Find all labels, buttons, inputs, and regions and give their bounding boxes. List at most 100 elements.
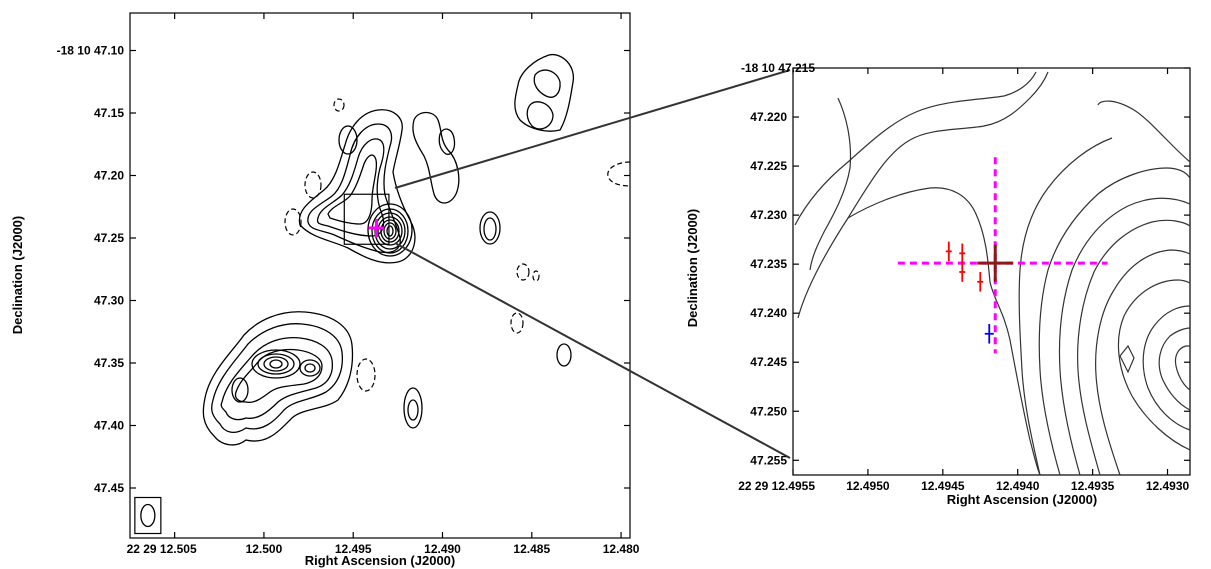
right-contours: [794, 71, 1191, 476]
contour: [847, 187, 1041, 476]
negative-contour: [516, 263, 530, 281]
contour: [1058, 197, 1191, 476]
y-tick-label: 47.250: [750, 404, 787, 418]
contour: [374, 212, 406, 250]
contour: [438, 128, 456, 155]
left-y-axis-title: Declination (J2000): [10, 216, 25, 335]
left-plot-frame: [129, 12, 631, 539]
contour: [483, 217, 497, 241]
right-y-axis-title: Declination (J2000): [685, 209, 700, 328]
contour: [383, 222, 397, 240]
contour: [479, 211, 501, 245]
contour: [316, 138, 385, 237]
right-dashed-lines: [897, 157, 1108, 354]
contour: [403, 387, 423, 429]
right-ticks: [792, 67, 1190, 475]
y-tick-label: 47.240: [750, 306, 787, 320]
x-tick-label: 12.4935: [1071, 479, 1115, 493]
x-tick-label: 12.485: [513, 542, 550, 556]
contour: [809, 97, 852, 271]
contour: [367, 203, 413, 257]
left-markers: [368, 219, 385, 237]
contour: [298, 109, 416, 264]
y-tick-label: 47.45: [94, 481, 124, 495]
x-tick-label: 12.4940: [996, 479, 1040, 493]
y-tick-label: 47.230: [750, 208, 787, 222]
contour: [556, 343, 572, 367]
contour: [526, 101, 554, 130]
y-tick-label: 47.40: [94, 419, 124, 433]
x-tick-label: 12.4950: [846, 479, 890, 493]
beam-ellipse: [140, 503, 156, 528]
right-markers: [945, 241, 1014, 344]
negative-contour: [607, 161, 631, 187]
contour: [377, 216, 403, 246]
contour: [1095, 249, 1191, 476]
contour: [797, 71, 1049, 319]
negative-contour: [356, 358, 376, 392]
negative-contour: [284, 208, 302, 236]
contour: [220, 336, 334, 421]
y-tick-label: -18 10 47.10: [57, 44, 125, 58]
contour: [327, 154, 378, 225]
right-x-tick-labels: 22 29 12.4955 12.4950 12.4945 12.4940 12.493…: [738, 479, 1189, 493]
y-tick-label: 47.25: [94, 231, 124, 245]
contour: [371, 208, 409, 254]
x-tick-label: 12.4945: [921, 479, 965, 493]
y-tick-label: 47.20: [94, 169, 124, 183]
contour: [338, 125, 358, 155]
left-x-axis-title: Right Ascension (J2000): [305, 553, 456, 568]
x-tick-label: 22 29 12.505: [127, 542, 197, 556]
x-tick-label: 12.490: [424, 542, 461, 556]
negative-contour: [510, 312, 524, 334]
contour: [1158, 327, 1191, 411]
right-panel: 22 29 12.4955 12.4950 12.4945 12.4940 12.493…: [685, 61, 1191, 507]
y-tick-label: 47.245: [750, 355, 787, 369]
contour: [412, 111, 460, 204]
left-x-tick-labels: 22 29 12.505 12.500 12.495 12.490 12.485 12.4…: [127, 542, 640, 556]
contour: [407, 399, 419, 421]
y-tick-label: 47.30: [94, 294, 124, 308]
contour: [1119, 344, 1135, 374]
right-y-tick-labels: -18 10 47.215 47.220 47.225 47.230 47.235 47.…: [741, 61, 815, 467]
contour: [263, 356, 289, 372]
negative-contour: [532, 270, 540, 282]
contour: [1174, 345, 1191, 391]
y-tick-label: 47.220: [750, 110, 787, 124]
y-tick-label: 47.255: [750, 453, 787, 467]
contour: [211, 323, 344, 434]
left-contours: [202, 53, 631, 446]
x-tick-label: 12.480: [603, 542, 640, 556]
contour: [299, 359, 321, 377]
right-plot-frame: [792, 67, 1191, 476]
left-panel: 22 29 12.505 12.500 12.495 12.490 12.485 12.4…: [10, 12, 640, 568]
contour: [1077, 219, 1191, 476]
contour: [257, 353, 295, 375]
contour: [794, 71, 1037, 226]
contour: [514, 53, 575, 132]
zoom-connector-bottom: [394, 242, 791, 459]
contour: [380, 219, 400, 243]
x-tick-label: 22 29 12.4955: [738, 479, 815, 493]
contour: [1117, 279, 1191, 451]
left-y-tick-labels: -18 10 47.10 47.15 47.20 47.25 47.30 47.35 47.…: [57, 44, 125, 496]
y-tick-label: 47.15: [94, 106, 124, 120]
contour: [1018, 137, 1113, 476]
beam-box: [134, 496, 162, 535]
y-tick-label: -18 10 47.215: [741, 61, 815, 75]
contour: [251, 349, 301, 379]
contour: [269, 359, 283, 369]
contour: [1142, 305, 1191, 431]
negative-contour: [304, 171, 322, 199]
y-tick-label: 47.235: [750, 257, 787, 271]
x-tick-label: 12.495: [335, 542, 372, 556]
x-tick-label: 12.4930: [1146, 479, 1190, 493]
contour: [386, 225, 394, 237]
negative-contour: [333, 98, 345, 112]
zoom-connector-top: [394, 69, 791, 189]
contour: [231, 377, 249, 403]
beam-indicator: [134, 496, 162, 535]
y-tick-label: 47.35: [94, 356, 124, 370]
y-tick-label: 47.225: [750, 159, 787, 173]
